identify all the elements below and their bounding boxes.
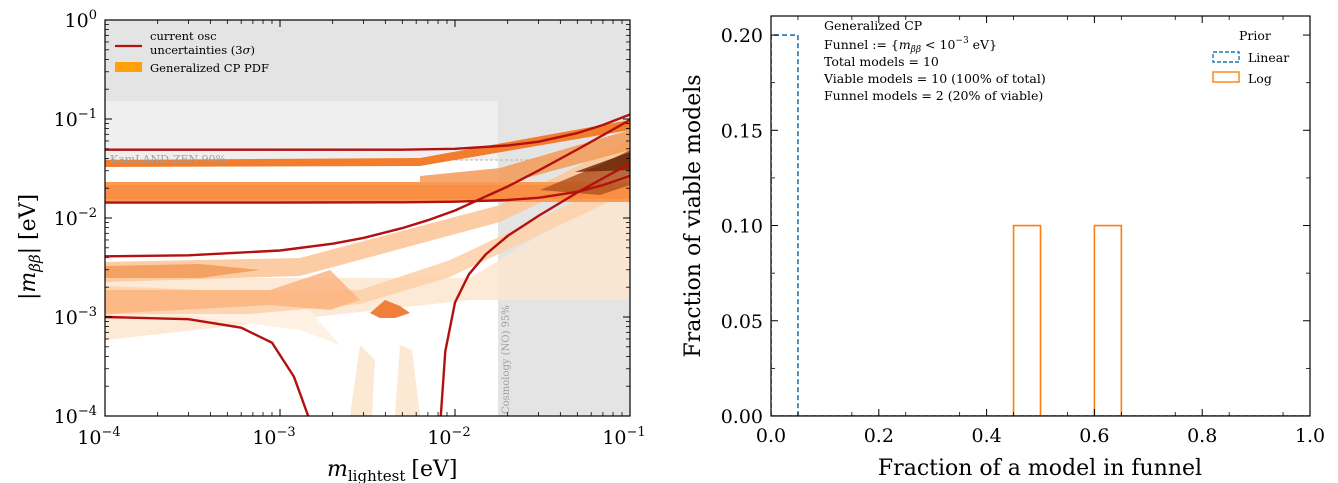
osc-contour-group — [105, 113, 630, 416]
legend-pdf-label: Generalized CP PDF — [150, 61, 269, 75]
legend-log-label: Log — [1248, 71, 1272, 86]
left-x-tick-label: 10−2 — [427, 425, 470, 449]
right-x-tick-label: 0.4 — [971, 425, 1001, 447]
left-panel: KamLAND-ZEN 90% Cosmology (NO) 95% curre… — [16, 8, 646, 483]
right-x-tick-label: 0.2 — [864, 425, 894, 447]
right-y-tick-label: 0.20 — [721, 25, 763, 47]
right-panel: 0.0 0.2 0.4 0.6 0.8 1.0 0.00 0.05 0.10 0.15 0.20 G… — [681, 15, 1325, 481]
osc-contour-2 — [105, 118, 630, 258]
left-x-axis-label: mlightest [eV] — [327, 457, 457, 483]
left-y-tick-label: 100 — [65, 8, 97, 32]
legend-osc-label-line1: current osc — [150, 29, 217, 43]
hist-bar-log — [1012, 224, 1042, 416]
left-legend: current osc uncertainties (3σ) Generaliz… — [115, 29, 269, 75]
right-y-axis-label: Fraction of viable models — [681, 74, 706, 357]
left-x-tick-label: 10−1 — [602, 425, 645, 449]
info-line-total: Total models = 10 — [824, 54, 939, 69]
kamland-excluded-region — [105, 101, 498, 160]
kamland-annotation: KamLAND-ZEN 90% — [110, 153, 226, 166]
excluded-top-band — [105, 20, 630, 101]
right-y-tick-label: 0.15 — [721, 120, 763, 142]
info-line-funnel: Funnel := {mββ < 10−3 eV} — [824, 36, 997, 55]
left-plot-area — [105, 20, 630, 416]
right-x-tick-label: 1.0 — [1295, 425, 1325, 447]
right-ticks: 0.0 0.2 0.4 0.6 0.8 1.0 0.00 0.05 0.10 0.15 0.20 — [721, 16, 1325, 447]
right-y-tick-label: 0.10 — [721, 216, 763, 238]
left-y-tick-label: 10−2 — [54, 206, 97, 230]
info-line-viable: Viable models = 10 (100% of total) — [823, 71, 1046, 86]
hist-bar-log — [1093, 224, 1123, 416]
left-x-tick-label: 10−4 — [77, 425, 120, 449]
hist-bar-linear — [771, 34, 799, 416]
osc-contour-3 — [105, 315, 310, 416]
right-axes-frame — [770, 15, 1311, 417]
right-legend: Prior Linear Log — [1212, 28, 1289, 86]
left-y-tick-label: 10−4 — [54, 404, 97, 428]
legend-osc-label-line2: uncertainties (3σ) — [150, 43, 255, 57]
info-box: Generalized CP Funnel := {mββ < 10−3 eV}… — [823, 18, 1046, 103]
osc-contour-0 — [105, 113, 630, 151]
left-y-tick-label: 10−1 — [54, 107, 97, 131]
histogram-bars — [771, 34, 1310, 416]
left-y-tick-label: 10−3 — [54, 305, 97, 329]
osc-contour-1 — [105, 174, 630, 204]
right-x-tick-label: 0.6 — [1079, 425, 1109, 447]
legend-log-swatch — [1212, 71, 1240, 83]
left-ticks: 10−4 10−3 10−2 10−1 10−4 10−3 10−2 10−1 100 — [54, 8, 646, 449]
right-y-tick-label: 0.00 — [721, 406, 763, 428]
legend-linear-label: Linear — [1248, 50, 1289, 65]
right-x-tick-label: 0.0 — [756, 425, 786, 447]
legend-linear-swatch — [1212, 51, 1240, 63]
right-x-axis-label: Fraction of a model in funnel — [878, 456, 1202, 481]
legend-pdf-swatch — [115, 62, 142, 72]
info-line-title: Generalized CP — [824, 18, 922, 33]
info-line-funnel-models: Funnel models = 2 (20% of viable) — [824, 88, 1043, 103]
left-y-axis-label: |mββ| [eV] — [16, 194, 44, 300]
legend-title-prior: Prior — [1239, 28, 1271, 43]
osc-contour-4 — [439, 162, 630, 416]
right-y-tick-label: 0.05 — [721, 311, 763, 333]
right-x-tick-label: 0.8 — [1187, 425, 1217, 447]
left-x-tick-label: 10−3 — [252, 425, 295, 449]
cosmology-annotation: Cosmology (NO) 95% — [501, 305, 512, 414]
